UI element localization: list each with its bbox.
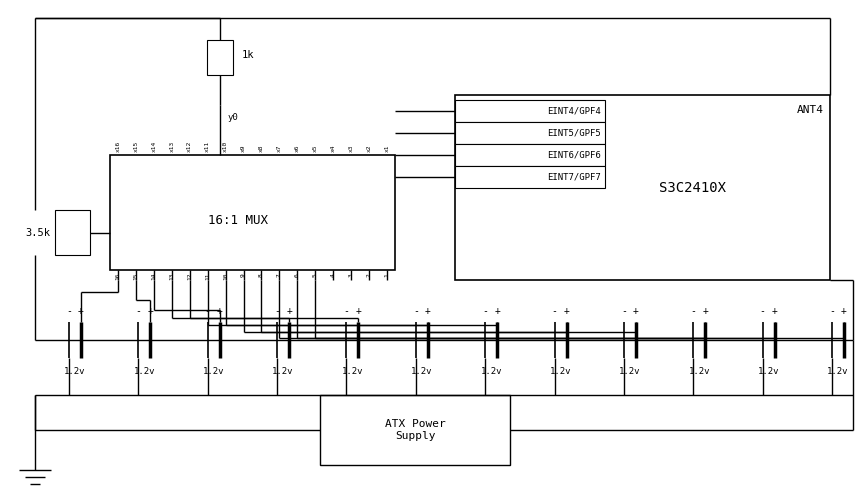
Text: x1: x1 (385, 144, 389, 152)
Text: 8: 8 (259, 273, 264, 277)
Text: x12: x12 (187, 141, 192, 152)
Bar (455, 166, 605, 188)
Text: -: - (413, 306, 418, 316)
Text: -: - (691, 306, 697, 316)
Text: 1.2v: 1.2v (827, 368, 849, 376)
Text: ANT4: ANT4 (797, 105, 824, 115)
Text: 1.2v: 1.2v (272, 368, 294, 376)
Bar (455, 122, 605, 144)
Text: ATX Power
Supply: ATX Power Supply (385, 419, 445, 441)
Text: 1k: 1k (242, 50, 255, 60)
Text: 3.5k: 3.5k (25, 227, 50, 237)
Text: x6: x6 (294, 144, 300, 152)
Text: 1.2v: 1.2v (550, 368, 572, 376)
Text: +: + (424, 306, 430, 316)
Text: x5: x5 (313, 144, 318, 152)
Text: 14: 14 (152, 273, 157, 281)
Text: x11: x11 (205, 141, 210, 152)
Text: EINT4/GPF4: EINT4/GPF4 (548, 107, 601, 116)
Text: x15: x15 (133, 141, 139, 152)
Bar (320, 395, 510, 465)
Text: 3: 3 (349, 273, 354, 277)
Text: 2: 2 (367, 273, 372, 277)
Text: x10: x10 (223, 141, 228, 152)
Text: x4: x4 (331, 144, 336, 152)
Text: -: - (552, 306, 557, 316)
Text: +: + (633, 306, 639, 316)
Text: +: + (147, 306, 153, 316)
Text: 9: 9 (241, 273, 246, 277)
Text: +: + (217, 306, 223, 316)
Text: -: - (205, 306, 211, 316)
Text: -: - (829, 306, 835, 316)
Text: 1.2v: 1.2v (689, 368, 710, 376)
Text: S3C2410X: S3C2410X (659, 180, 726, 194)
Text: 1.2v: 1.2v (758, 368, 779, 376)
Text: y0: y0 (228, 113, 238, 122)
Text: 1.2v: 1.2v (619, 368, 641, 376)
Text: 7: 7 (277, 273, 282, 277)
Text: -: - (274, 306, 280, 316)
Text: x16: x16 (115, 141, 121, 152)
Text: -: - (344, 306, 350, 316)
Text: x3: x3 (349, 144, 354, 152)
Text: +: + (356, 306, 362, 316)
Bar (455, 144, 605, 166)
Text: 1.2v: 1.2v (65, 368, 86, 376)
Text: 13: 13 (170, 273, 174, 281)
Text: 1: 1 (385, 273, 389, 277)
Text: +: + (494, 306, 500, 316)
Text: 6: 6 (294, 273, 300, 277)
Text: 5: 5 (313, 273, 318, 277)
Text: EINT5/GPF5: EINT5/GPF5 (548, 128, 601, 137)
Text: x2: x2 (367, 144, 372, 152)
Bar (455, 95, 830, 280)
Text: 10: 10 (223, 273, 228, 281)
Text: -: - (621, 306, 627, 316)
Bar (110, 155, 395, 270)
Text: 11: 11 (205, 273, 210, 281)
Text: 16: 16 (115, 273, 121, 281)
Text: x14: x14 (152, 141, 157, 152)
Text: 1.2v: 1.2v (480, 368, 502, 376)
Text: 1.2v: 1.2v (203, 368, 225, 376)
Bar (455, 100, 605, 122)
Text: 4: 4 (331, 273, 336, 277)
Text: -: - (482, 306, 488, 316)
Text: +: + (286, 306, 292, 316)
Text: 12: 12 (187, 273, 192, 281)
Text: 1.2v: 1.2v (133, 368, 155, 376)
Text: -: - (66, 306, 72, 316)
Text: EINT7/GPF7: EINT7/GPF7 (548, 172, 601, 181)
Text: 15: 15 (133, 273, 139, 281)
Bar (207, 40, 233, 75)
Text: x9: x9 (241, 144, 246, 152)
Text: 1.2v: 1.2v (342, 368, 363, 376)
Text: -: - (759, 306, 765, 316)
Text: +: + (564, 306, 569, 316)
Text: x7: x7 (277, 144, 282, 152)
Bar (55, 210, 90, 255)
Text: 1.2v: 1.2v (411, 368, 432, 376)
Text: +: + (771, 306, 777, 316)
Text: +: + (78, 306, 84, 316)
Text: x13: x13 (170, 141, 174, 152)
Text: 16:1 MUX: 16:1 MUX (208, 214, 268, 227)
Text: EINT6/GPF6: EINT6/GPF6 (548, 150, 601, 159)
Text: +: + (703, 306, 709, 316)
Text: -: - (135, 306, 141, 316)
Text: x8: x8 (259, 144, 264, 152)
Text: +: + (841, 306, 847, 316)
